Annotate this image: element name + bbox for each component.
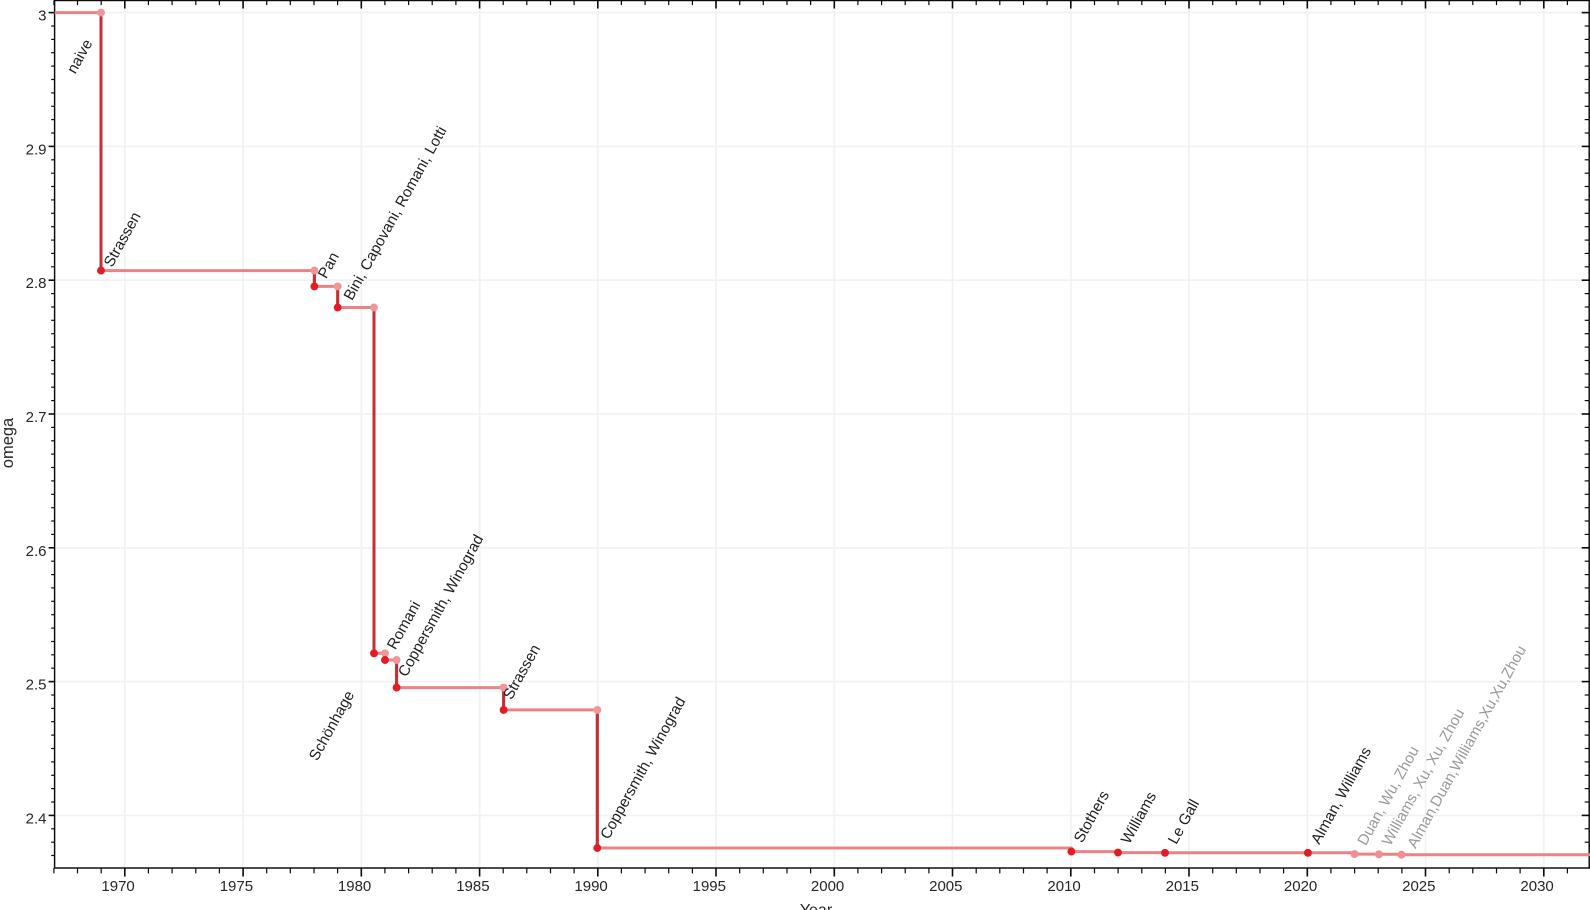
svg-text:2000: 2000 — [811, 878, 844, 895]
svg-text:1970: 1970 — [101, 878, 134, 895]
svg-text:2020: 2020 — [1284, 878, 1317, 895]
svg-text:1980: 1980 — [338, 878, 371, 895]
svg-text:1985: 1985 — [456, 878, 489, 895]
svg-text:1975: 1975 — [220, 878, 253, 895]
svg-text:3: 3 — [38, 8, 46, 25]
svg-text:2.9: 2.9 — [26, 141, 47, 158]
svg-text:2015: 2015 — [1166, 878, 1199, 895]
svg-text:2.6: 2.6 — [26, 543, 47, 560]
svg-text:2025: 2025 — [1402, 878, 1435, 895]
svg-text:Year: Year — [800, 902, 833, 910]
svg-text:omega: omega — [0, 417, 17, 468]
svg-text:1990: 1990 — [574, 878, 607, 895]
svg-text:2.7: 2.7 — [26, 409, 47, 426]
svg-text:2005: 2005 — [929, 878, 962, 895]
svg-text:2.4: 2.4 — [26, 810, 47, 827]
svg-text:2010: 2010 — [1047, 878, 1080, 895]
svg-text:2030: 2030 — [1520, 878, 1553, 895]
svg-text:2.5: 2.5 — [26, 677, 47, 694]
svg-text:1995: 1995 — [693, 878, 726, 895]
svg-text:2.8: 2.8 — [26, 275, 47, 292]
